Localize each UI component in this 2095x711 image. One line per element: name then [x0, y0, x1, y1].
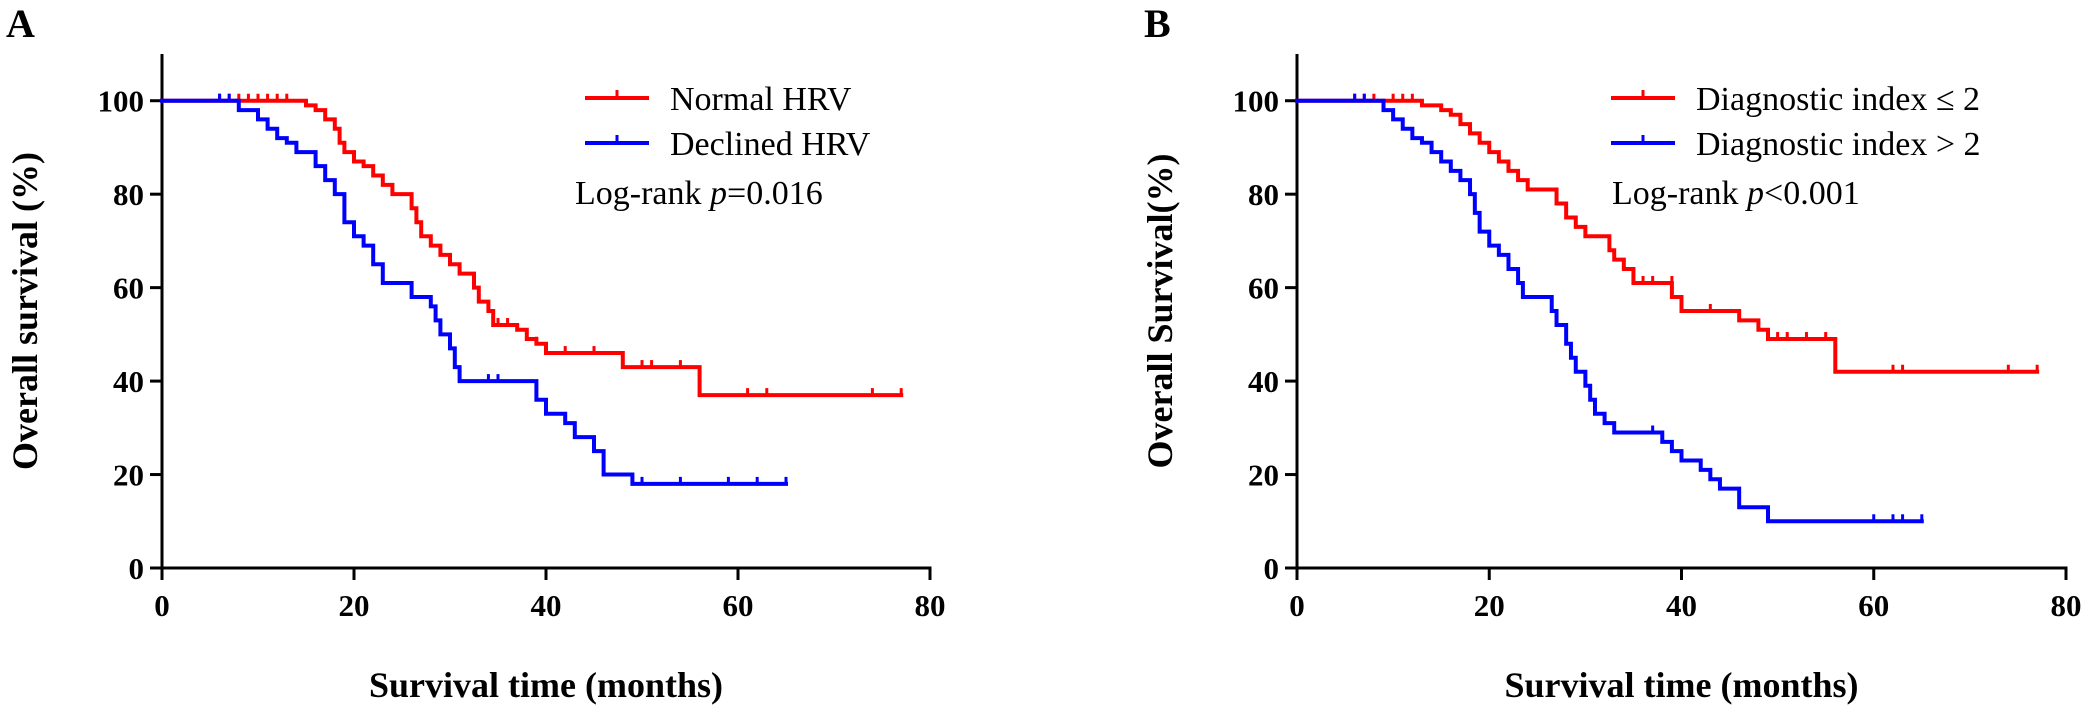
y-tick-label: 80: [1248, 177, 1279, 212]
series-line-red: [1295, 98, 2040, 374]
x-axis-title: Survival time (months): [1505, 665, 1859, 705]
x-tick-label: 60: [1858, 588, 1889, 623]
y-tick-label: 100: [98, 84, 145, 119]
x-tick-label: 20: [339, 588, 370, 623]
x-tick-label: 80: [915, 588, 946, 623]
x-axis-title: Survival time (months): [369, 665, 723, 705]
y-tick-label: 80: [113, 177, 144, 212]
y-tick-label: 60: [113, 271, 144, 306]
legend-label: Diagnostic index > 2: [1696, 126, 1981, 163]
x-tick-label: 20: [1474, 588, 1505, 623]
panel-B: B 0 20 40 60 80 100 0 20 40 60 80 Survival time (mon…: [1140, 1, 2082, 705]
panel-letter: B: [1144, 1, 1171, 46]
logrank-annotation: Log-rank p<0.001: [1612, 175, 1860, 212]
panel-A: A 0 20 40 60 80 100 0 20 40 60 80 Survival time (mon…: [5, 1, 946, 705]
y-tick-label: 20: [113, 458, 144, 493]
y-tick-label: 0: [1264, 551, 1280, 586]
y-axis-title: Overall Survival(%): [1140, 154, 1180, 469]
series-line-blue: [1295, 98, 1924, 524]
x-tick-label: 60: [723, 588, 754, 623]
legend-label: Declined HRV: [670, 126, 871, 163]
x-tick-label: 40: [1666, 588, 1697, 623]
y-tick-label: 100: [1233, 84, 1280, 119]
y-tick-label: 60: [1248, 271, 1279, 306]
x-tick-label: 40: [531, 588, 562, 623]
y-axis-title: Overall survival (%): [5, 152, 45, 470]
series-line-blue: [160, 98, 788, 486]
legend-label: Diagnostic index ≤ 2: [1696, 81, 1980, 118]
x-tick-label: 0: [154, 588, 170, 623]
logrank-annotation: Log-rank p=0.016: [575, 175, 823, 212]
legend-label: Normal HRV: [670, 81, 852, 118]
y-tick-label: 40: [1248, 364, 1279, 399]
y-tick-label: 40: [113, 364, 144, 399]
x-tick-label: 80: [2051, 588, 2082, 623]
panel-letter: A: [6, 1, 35, 46]
y-tick-label: 0: [129, 551, 145, 586]
y-tick-label: 20: [1248, 458, 1279, 493]
series-line-red: [160, 98, 904, 398]
x-tick-label: 0: [1289, 588, 1305, 623]
